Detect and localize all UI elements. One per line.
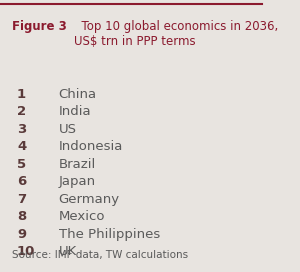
Text: UK: UK (58, 245, 77, 258)
Text: 6: 6 (17, 175, 26, 188)
Text: Japan: Japan (58, 175, 96, 188)
Text: Mexico: Mexico (58, 210, 105, 223)
Text: Brazil: Brazil (58, 157, 96, 171)
Text: 9: 9 (17, 228, 26, 240)
Text: 3: 3 (17, 123, 26, 135)
Text: Indonesia: Indonesia (58, 140, 123, 153)
Text: India: India (58, 105, 91, 118)
Text: 10: 10 (17, 245, 35, 258)
Text: 7: 7 (17, 193, 26, 206)
Text: China: China (58, 88, 97, 101)
Text: Source: IMF data, TW calculations: Source: IMF data, TW calculations (12, 250, 188, 260)
Text: 2: 2 (17, 105, 26, 118)
Text: Germany: Germany (58, 193, 120, 206)
Text: US: US (58, 123, 76, 135)
Text: 8: 8 (17, 210, 26, 223)
Text: Figure 3: Figure 3 (12, 20, 67, 33)
Text: 5: 5 (17, 157, 26, 171)
Text: The Philippines: The Philippines (58, 228, 160, 240)
Text: 1: 1 (17, 88, 26, 101)
Text: Top 10 global economics in 2036,
US$ trn in PPP terms: Top 10 global economics in 2036, US$ trn… (74, 20, 279, 48)
Text: 4: 4 (17, 140, 26, 153)
